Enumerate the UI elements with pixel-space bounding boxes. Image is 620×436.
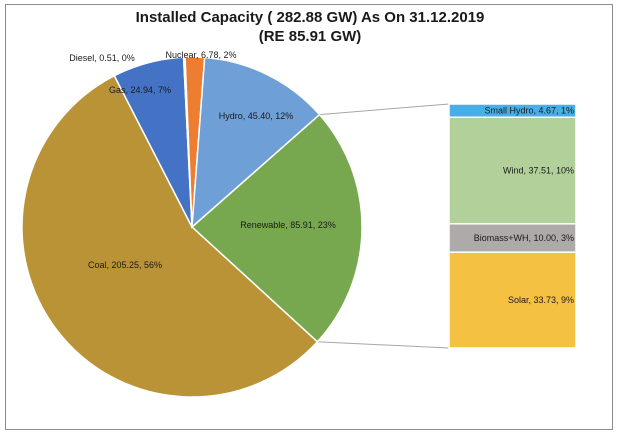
pie-label-gas: Gas, 24.94, 7%	[109, 85, 171, 95]
pie-slice-coal	[21, 74, 319, 398]
breakdown-bar	[448, 103, 577, 349]
pie-slice-renewable	[190, 113, 363, 343]
connector-line-bottom	[317, 341, 450, 349]
bar-label-wind: Wind, 37.51, 10%	[503, 166, 574, 176]
pie-slices	[21, 56, 363, 398]
pie-label-hydro: Hydro, 45.40, 12%	[219, 111, 294, 121]
bar-label-biomass-wh: Biomass+WH, 10.00, 3%	[474, 233, 574, 243]
chart-title: Installed Capacity ( 282.88 GW) As On 31…	[0, 8, 620, 46]
pie-label-renewable: Renewable, 85.91, 23%	[240, 220, 336, 230]
pie-label-diesel: Diesel, 0.51, 0%	[69, 53, 135, 63]
pie-label-coal: Coal, 205.25, 56%	[88, 260, 162, 270]
pie-label-nuclear: Nuclear, 6.78, 2%	[165, 50, 236, 60]
connector-lines	[317, 103, 450, 349]
bar-label-small-hydro: Small Hydro, 4.67, 1%	[484, 106, 574, 116]
bar-segment-biomass-wh	[448, 223, 577, 253]
bar-segment-solar	[448, 251, 577, 349]
chart-title-line1: Installed Capacity ( 282.88 GW) As On 31…	[135, 9, 485, 26]
bar-segment-wind	[448, 116, 577, 225]
slice-labels: Renewable, 85.91, 23% Coal, 205.25, 56% Ga…	[69, 50, 574, 305]
connector-line-top	[319, 103, 450, 116]
bar-label-solar: Solar, 33.73, 9%	[508, 295, 574, 305]
chart-title-line2: (RE 85.91 GW)	[258, 28, 362, 45]
pie-slice-hydro	[191, 56, 321, 229]
